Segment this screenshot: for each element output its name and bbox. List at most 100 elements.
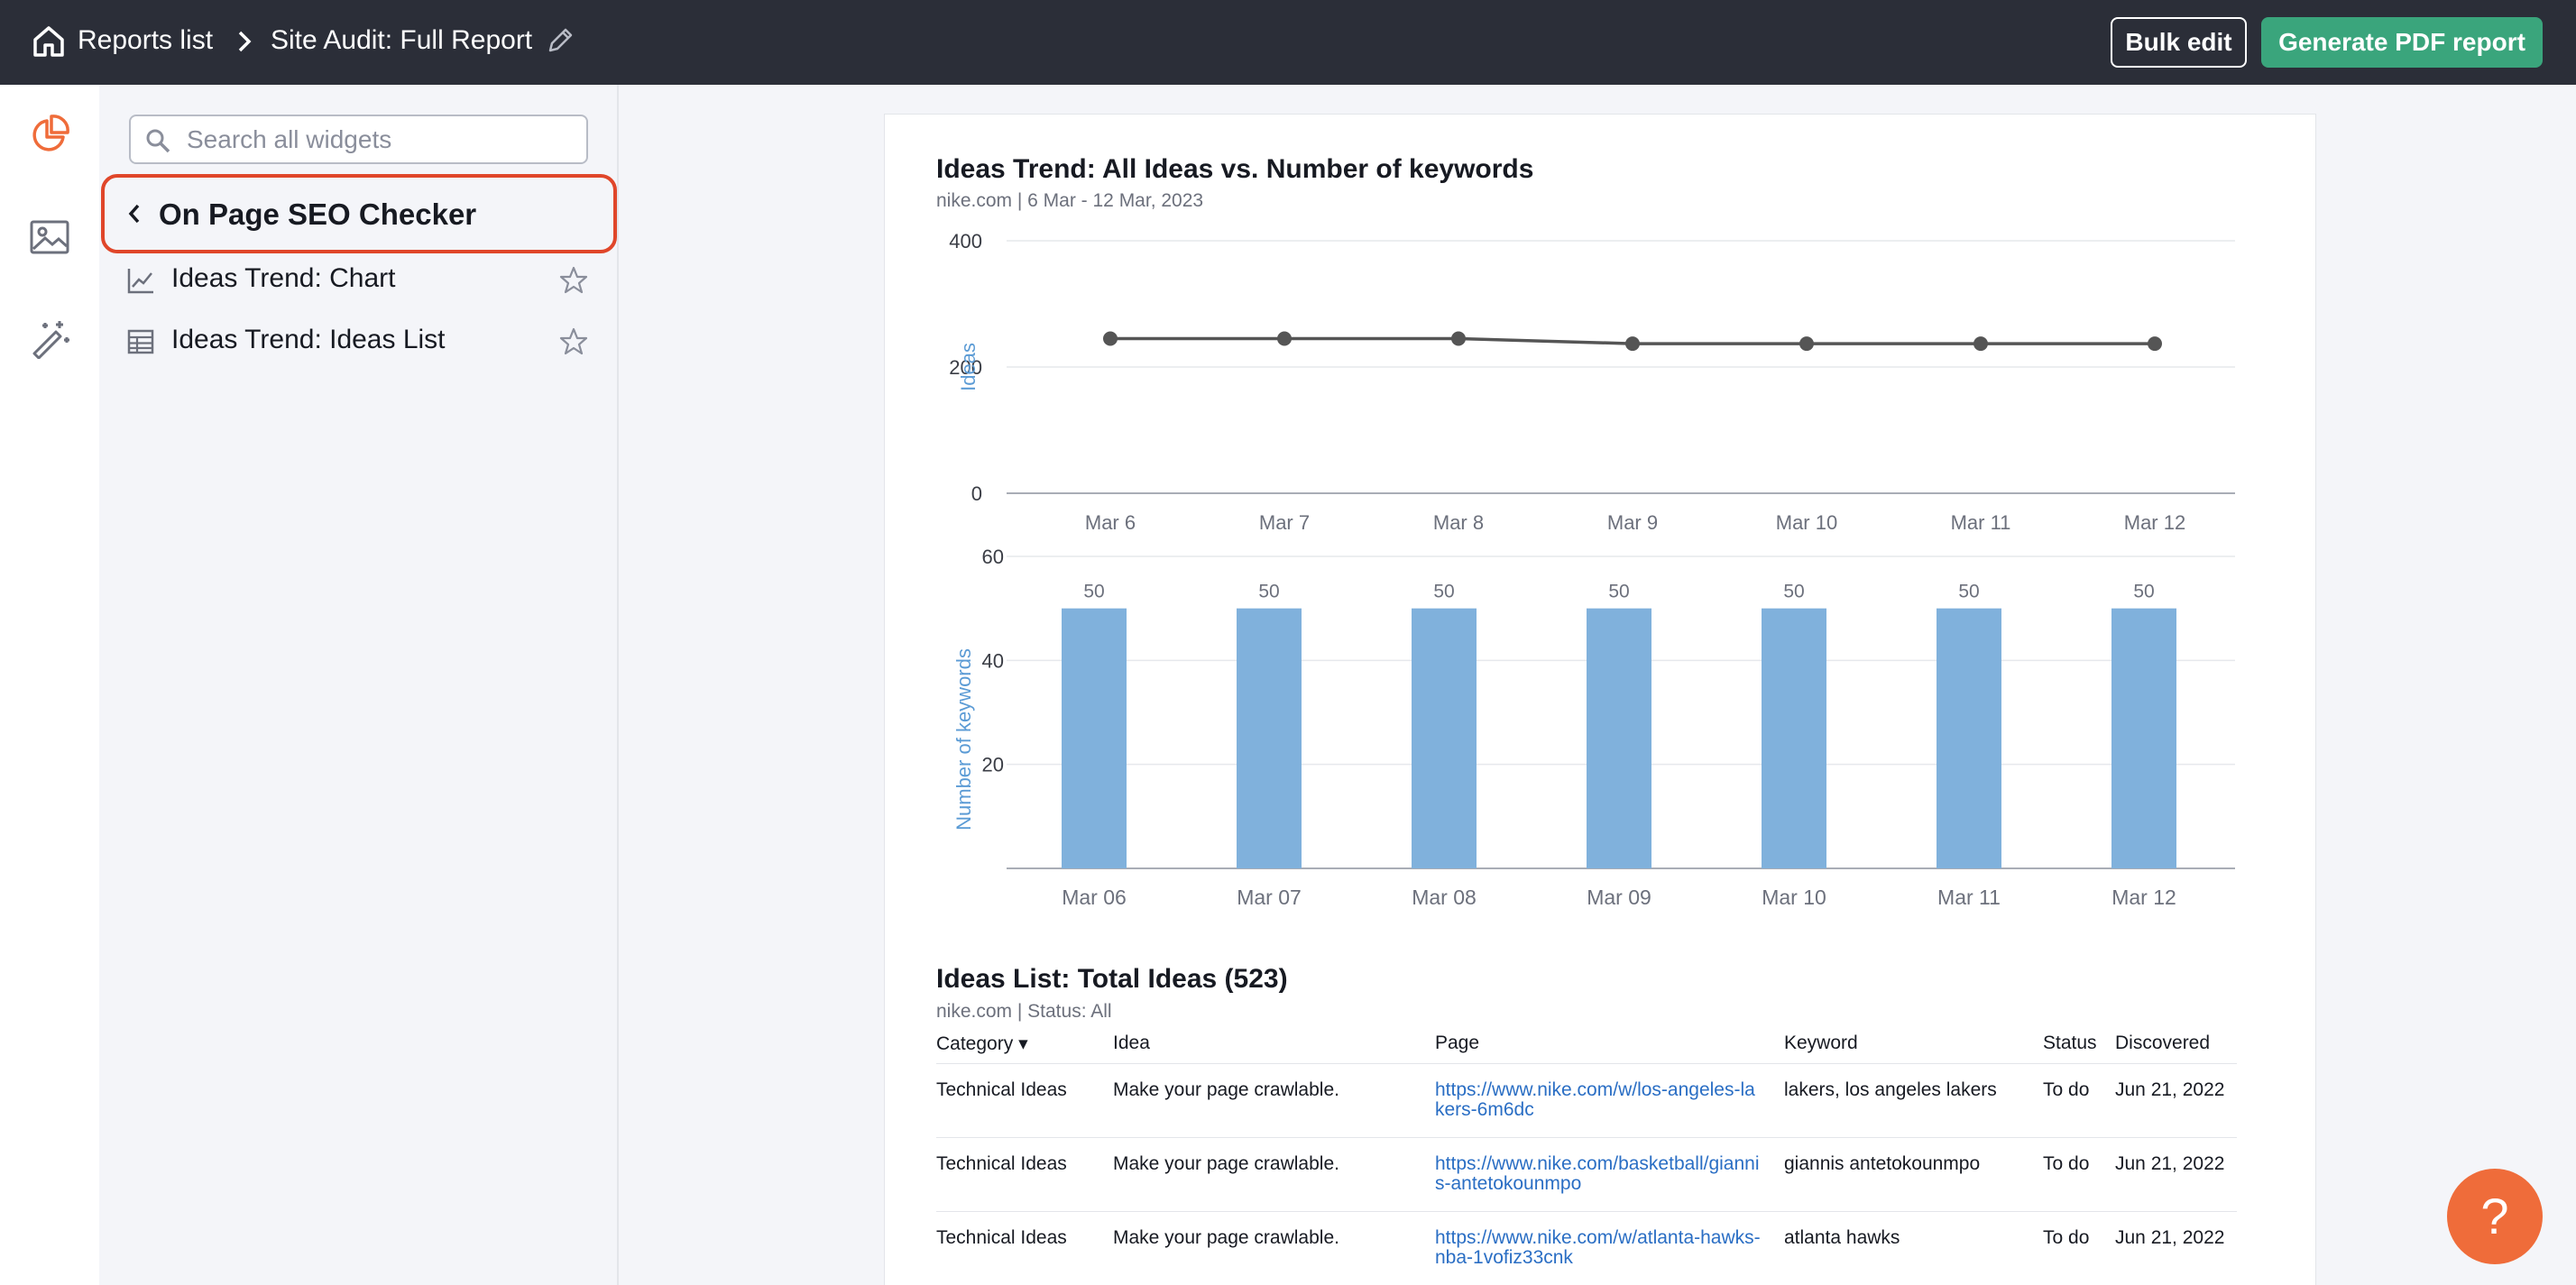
y-axis-label: Ideas <box>957 343 980 391</box>
widget-item-ideas-trend-ideas-list[interactable]: Ideas Trend: Ideas List <box>126 318 595 363</box>
x-tick-label: Mar 11 <box>1951 511 2011 534</box>
table-row: Technical Ideas Make your page crawlable… <box>936 1137 2237 1211</box>
cell-category: Technical Ideas <box>936 1227 1067 1248</box>
cell-category: Technical Ideas <box>936 1079 1067 1100</box>
cell-discovered: Jun 21, 2022 <box>2115 1153 2225 1174</box>
cell-page-link[interactable]: https://www.nike.com/basketball/giannis-… <box>1435 1153 1760 1194</box>
y-tick-label: 40 <box>982 649 1004 672</box>
top-bar: Reports list Site Audit: Full Report Bul… <box>0 0 2576 85</box>
bar <box>1237 608 1302 868</box>
pie-chart-icon[interactable] <box>29 114 70 155</box>
cell-status: To do <box>2043 1153 2090 1174</box>
x-tick-label: Mar 12 <box>2124 511 2185 534</box>
cell-page-link[interactable]: https://www.nike.com/w/atlanta-hawks-nba… <box>1435 1227 1761 1268</box>
column-header-page: Page <box>1435 1033 1480 1053</box>
x-tick-label: Mar 06 <box>1062 886 1127 909</box>
data-label: 50 <box>1958 582 1979 602</box>
section-header-on-page-seo-checker[interactable]: On Page SEO Checker <box>101 174 617 253</box>
cell-idea: Make your page crawlable. <box>1113 1227 1339 1248</box>
chevron-right-icon <box>238 31 252 52</box>
cell-discovered: Jun 21, 2022 <box>2115 1079 2225 1100</box>
x-tick-label: Mar 10 <box>1762 886 1826 909</box>
widget-item-label: Ideas Trend: Chart <box>171 263 396 293</box>
data-point <box>1973 336 1988 352</box>
table-icon <box>127 329 154 354</box>
bulk-edit-button[interactable]: Bulk edit <box>2111 17 2247 68</box>
cell-idea: Make your page crawlable. <box>1113 1153 1339 1174</box>
ideas-list-subtitle: nike.com | Status: All <box>936 1001 1112 1022</box>
magic-wand-icon[interactable] <box>29 317 70 359</box>
table-row: Technical Ideas Make your page crawlable… <box>936 1063 2237 1137</box>
x-tick-label: Mar 09 <box>1587 886 1651 909</box>
column-header-keyword: Keyword <box>1784 1033 1858 1053</box>
data-point <box>1451 331 1466 346</box>
ideas-trend-chart: 0 200 400 Ideas Mar 6 Mar 7 Mar 8 Mar 9 Mar 10 Ma… <box>949 230 2235 909</box>
data-label: 50 <box>1783 582 1804 602</box>
search-box[interactable] <box>129 115 588 164</box>
data-point <box>1799 336 1814 352</box>
x-tick-label: Mar 8 <box>1433 511 1484 534</box>
x-tick-label: Mar 7 <box>1259 511 1310 534</box>
line-chart-icon <box>127 269 153 294</box>
breadcrumb-report-title: Site Audit: Full Report <box>271 25 533 55</box>
column-header-discovered: Discovered <box>2115 1033 2211 1053</box>
x-tick-label: Mar 07 <box>1237 886 1302 909</box>
y-tick-label: 60 <box>982 546 1004 568</box>
ideas-trend-title: Ideas Trend: All Ideas vs. Number of key… <box>936 154 1534 184</box>
cell-discovered: Jun 21, 2022 <box>2115 1227 2225 1248</box>
data-point <box>1625 336 1640 352</box>
data-point <box>1103 331 1118 346</box>
data-label: 50 <box>1083 582 1104 602</box>
x-tick-label: Mar 9 <box>1607 511 1658 534</box>
generate-pdf-button[interactable]: Generate PDF report <box>2261 17 2543 68</box>
image-icon[interactable] <box>29 216 70 258</box>
x-tick-label: Mar 08 <box>1412 886 1477 909</box>
icon-rail <box>0 85 99 1285</box>
data-label: 50 <box>2133 582 2154 602</box>
pencil-icon[interactable] <box>545 25 575 56</box>
cell-idea: Make your page crawlable. <box>1113 1079 1339 1100</box>
caret-down-icon: ▾ <box>1018 1033 1028 1054</box>
chevron-left-icon[interactable] <box>124 201 144 226</box>
data-label: 50 <box>1608 582 1629 602</box>
bar <box>2111 608 2176 868</box>
report-card: Ideas Trend: All Ideas vs. Number of key… <box>884 114 2316 1285</box>
y-tick-label: 200 <box>949 356 982 379</box>
data-label: 50 <box>1258 582 1279 602</box>
search-icon <box>146 129 170 153</box>
cell-keyword: giannis antetokounmpo <box>1784 1153 1981 1174</box>
widget-item-ideas-trend-chart[interactable]: Ideas Trend: Chart <box>126 257 595 302</box>
bar <box>1937 608 2001 868</box>
star-icon[interactable] <box>558 265 589 296</box>
y-tick-label: 20 <box>982 754 1004 776</box>
cell-status: To do <box>2043 1079 2090 1100</box>
y-tick-label: 0 <box>971 482 982 505</box>
y-tick-label: 400 <box>949 230 982 252</box>
column-header-idea: Idea <box>1113 1033 1150 1053</box>
data-label: 50 <box>1433 582 1454 602</box>
bar <box>1762 608 1826 868</box>
x-tick-label: Mar 10 <box>1776 511 1837 534</box>
data-point <box>2148 336 2162 352</box>
x-tick-label: Mar 11 <box>1937 886 2001 909</box>
cell-keyword: lakers, los angeles lakers <box>1784 1079 1997 1100</box>
section-title: On Page SEO Checker <box>159 197 477 231</box>
cell-page-link[interactable]: https://www.nike.com/w/los-angeles-laker… <box>1435 1079 1755 1120</box>
y-axis-label: Number of keywords <box>952 648 975 831</box>
widget-panel: On Page SEO Checker Ideas Trend: Chart I… <box>99 85 619 1285</box>
x-tick-label: Mar 12 <box>2111 886 2176 909</box>
cell-status: To do <box>2043 1227 2090 1248</box>
home-icon[interactable] <box>31 23 67 60</box>
help-button[interactable]: ? <box>2447 1169 2543 1264</box>
data-point <box>1277 331 1292 346</box>
column-header-status: Status <box>2043 1033 2097 1053</box>
bar <box>1062 608 1127 868</box>
x-tick-label: Mar 6 <box>1085 511 1136 534</box>
widget-item-label: Ideas Trend: Ideas List <box>171 325 446 354</box>
breadcrumb-reports-list[interactable]: Reports list <box>78 25 214 55</box>
cell-keyword: atlanta hawks <box>1784 1227 1900 1248</box>
star-icon[interactable] <box>558 326 589 357</box>
bar <box>1587 608 1651 868</box>
column-header-category[interactable]: Category ▾ <box>936 1033 1028 1054</box>
search-input[interactable] <box>187 122 575 158</box>
